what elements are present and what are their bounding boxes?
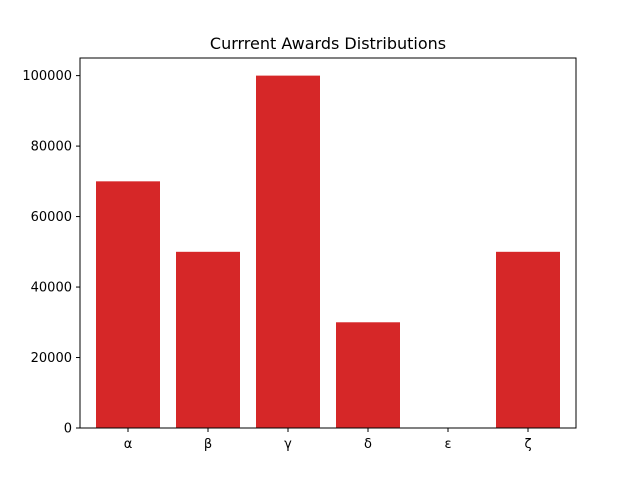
bar-2 [256, 75, 320, 428]
x-tick-label: γ [284, 437, 292, 452]
plot-frame [79, 57, 577, 429]
bar-3 [336, 322, 400, 428]
y-tick-label: 40000 [31, 281, 72, 296]
bar-5 [496, 251, 560, 428]
y-tick-label: 80000 [31, 140, 72, 155]
bar-0 [96, 181, 160, 428]
x-axis: α β γ δ ε ζ [124, 428, 532, 452]
x-tick-label: α [124, 437, 133, 452]
y-tick-label: 60000 [31, 210, 72, 225]
y-axis: 0 20000 40000 60000 80000 100000 [22, 69, 80, 437]
chart-title: Currrent Awards Distributions [210, 34, 446, 53]
x-tick-label: ζ [524, 437, 531, 452]
y-tick-label: 20000 [31, 351, 72, 366]
y-tick-label: 0 [64, 422, 72, 437]
y-tick-label: 100000 [22, 69, 72, 84]
x-tick-label: ε [444, 437, 451, 452]
bar-1 [176, 251, 240, 428]
x-tick-label: β [204, 437, 212, 452]
x-tick-label: δ [364, 437, 372, 452]
bars-group [96, 75, 560, 428]
